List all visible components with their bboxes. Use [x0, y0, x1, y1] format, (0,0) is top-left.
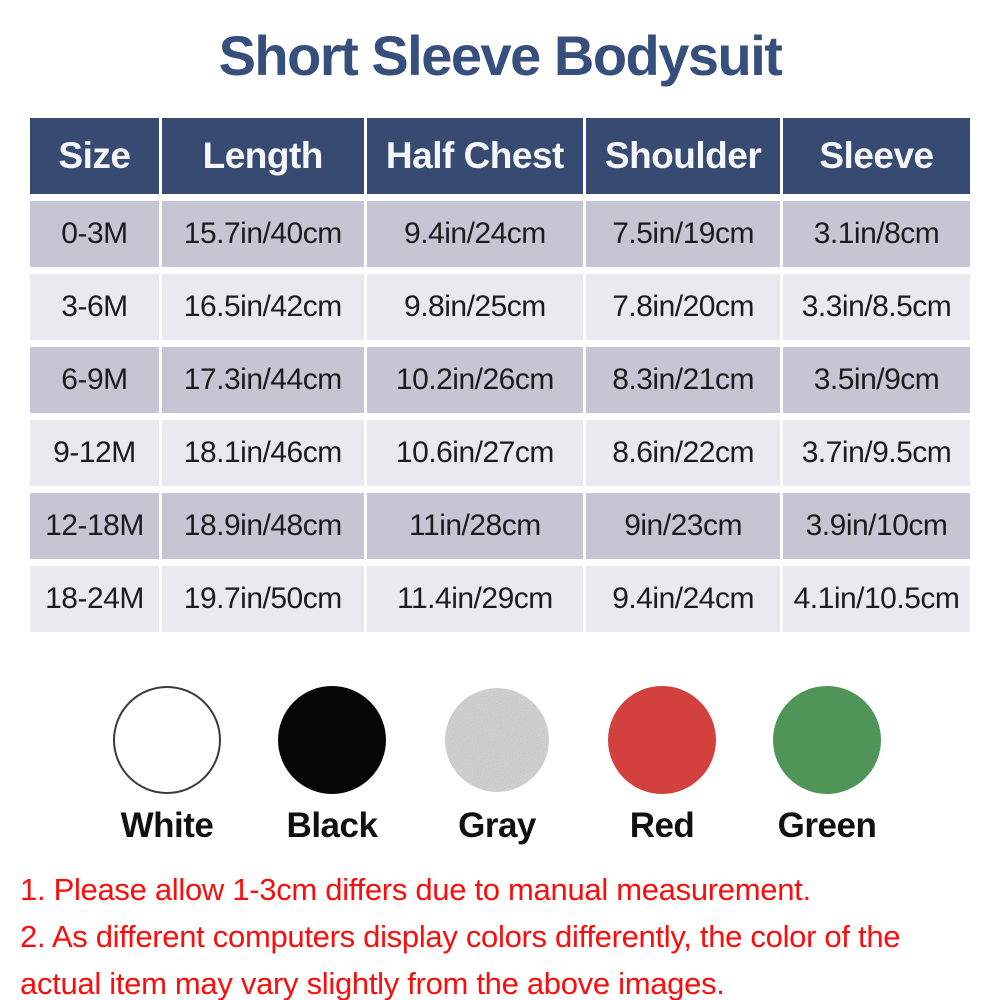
black-swatch-circle	[278, 686, 386, 794]
red-swatch-circle	[608, 686, 716, 794]
swatch-green: Green	[752, 686, 902, 846]
cell-shoulder: 7.5in/19cm	[586, 201, 781, 267]
green-swatch-circle	[773, 686, 881, 794]
cell-size: 9-12M	[30, 420, 159, 486]
disclaimer-notes: 1. Please allow 1-3cm differs due to man…	[20, 866, 988, 1000]
cell-sleeve: 3.3in/8.5cm	[783, 274, 970, 340]
table-row: 0-3M 15.7in/40cm 9.4in/24cm 7.5in/19cm 3…	[30, 201, 970, 267]
cell-shoulder: 9.4in/24cm	[586, 566, 781, 632]
cell-length: 17.3in/44cm	[161, 347, 364, 413]
cell-sleeve: 3.9in/10cm	[783, 493, 970, 559]
cell-halfchest: 10.2in/26cm	[366, 347, 584, 413]
table-row: 9-12M 18.1in/46cm 10.6in/27cm 8.6in/22cm…	[30, 420, 970, 486]
cell-size: 18-24M	[30, 566, 159, 632]
swatch-gray: Gray	[422, 686, 572, 846]
cell-size: 3-6M	[30, 274, 159, 340]
gray-fabric-texture	[445, 688, 549, 792]
cell-length: 18.1in/46cm	[161, 420, 364, 486]
cell-sleeve: 3.5in/9cm	[783, 347, 970, 413]
cell-length: 15.7in/40cm	[161, 201, 364, 267]
cell-halfchest: 9.8in/25cm	[366, 274, 584, 340]
table-header-row: Size Length Half Chest Shoulder Sleeve	[30, 118, 970, 194]
color-swatches: White Black	[92, 686, 902, 846]
cell-shoulder: 7.8in/20cm	[586, 274, 781, 340]
cell-halfchest: 9.4in/24cm	[366, 201, 584, 267]
cell-size: 12-18M	[30, 493, 159, 559]
col-header-size: Size	[30, 118, 159, 194]
swatch-white: White	[92, 686, 242, 846]
white-swatch-circle	[113, 686, 221, 794]
swatch-black: Black	[257, 686, 407, 846]
note-measurement: 1. Please allow 1-3cm differs due to man…	[20, 872, 811, 907]
note-color-variance: 2. As different computers display colors…	[20, 919, 901, 1000]
cell-size: 0-3M	[30, 201, 159, 267]
cell-shoulder: 8.6in/22cm	[586, 420, 781, 486]
cell-size: 6-9M	[30, 347, 159, 413]
cell-length: 19.7in/50cm	[161, 566, 364, 632]
swatch-label: Red	[629, 806, 695, 845]
cell-halfchest: 11in/28cm	[366, 493, 584, 559]
cell-length: 16.5in/42cm	[161, 274, 364, 340]
swatch-label: Gray	[458, 806, 536, 845]
cell-length: 18.9in/48cm	[161, 493, 364, 559]
cell-sleeve: 3.1in/8cm	[783, 201, 970, 267]
size-table: Size Length Half Chest Shoulder Sleeve 0…	[30, 118, 970, 632]
cell-halfchest: 10.6in/27cm	[366, 420, 584, 486]
cell-halfchest: 11.4in/29cm	[366, 566, 584, 632]
cell-sleeve: 4.1in/10.5cm	[783, 566, 970, 632]
cell-sleeve: 3.7in/9.5cm	[783, 420, 970, 486]
col-header-shoulder: Shoulder	[586, 118, 781, 194]
table-row: 3-6M 16.5in/42cm 9.8in/25cm 7.8in/20cm 3…	[30, 274, 970, 340]
swatch-red: Red	[587, 686, 737, 846]
table-row: 18-24M 19.7in/50cm 11.4in/29cm 9.4in/24c…	[30, 566, 970, 632]
gray-swatch-circle	[443, 686, 551, 794]
swatch-label: Green	[777, 806, 877, 845]
table-row: 6-9M 17.3in/44cm 10.2in/26cm 8.3in/21cm …	[30, 347, 970, 413]
swatch-label: White	[120, 806, 214, 845]
swatch-label: Black	[286, 806, 378, 845]
col-header-sleeve: Sleeve	[783, 118, 970, 194]
page-title: Short Sleeve Bodysuit	[218, 24, 783, 87]
col-header-halfchest: Half Chest	[366, 118, 584, 194]
col-header-length: Length	[161, 118, 364, 194]
cell-shoulder: 9in/23cm	[586, 493, 781, 559]
table-row: 12-18M 18.9in/48cm 11in/28cm 9in/23cm 3.…	[30, 493, 970, 559]
cell-shoulder: 8.3in/21cm	[586, 347, 781, 413]
